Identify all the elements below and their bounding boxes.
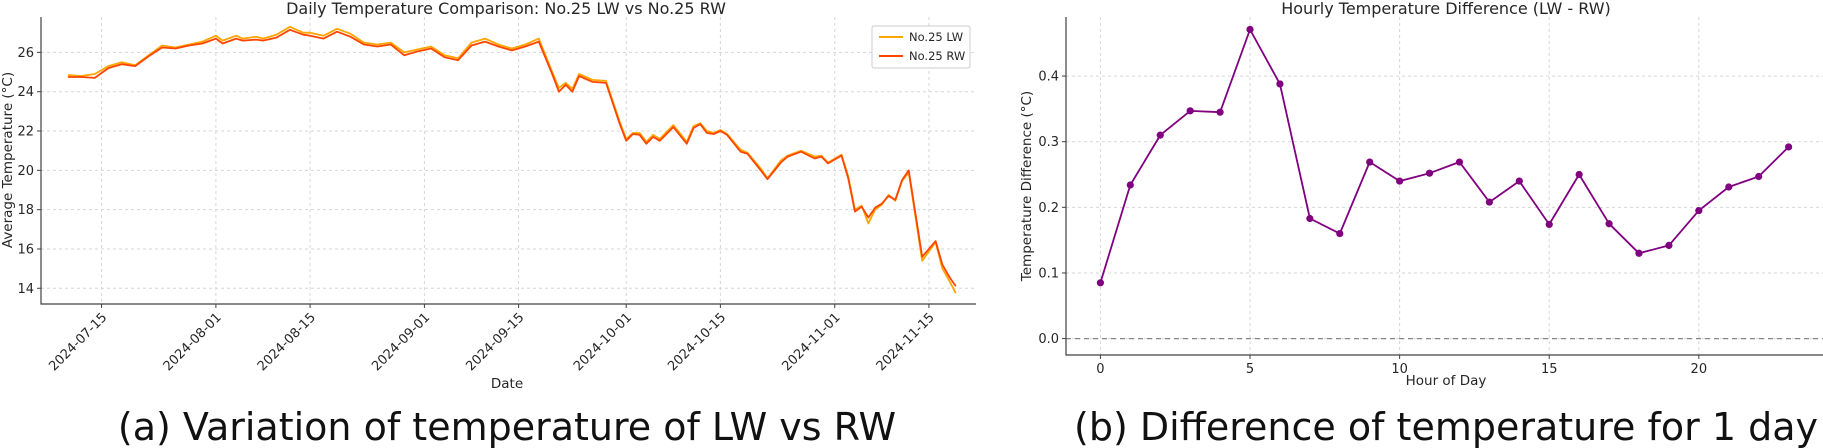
left-caption: (a) Variation of temperature of LW vs RW [118, 405, 896, 448]
difference-point [1096, 279, 1105, 287]
right-y-tick-label: 0.0 [1038, 332, 1059, 347]
left-x-tick-label: 2024-08-01 [161, 310, 225, 374]
left-y-tick-label: 16 [17, 242, 34, 257]
right-x-tick-label: 5 [1246, 362, 1254, 377]
difference-point [1156, 131, 1164, 139]
left-x-tick-label: 2024-07-15 [46, 310, 110, 374]
left-y-axis-label: Average Temperature (°C) [0, 72, 16, 248]
right-x-tick-label: 20 [1691, 362, 1708, 377]
left-y-tick-labels: 14 16 18 20 22 24 26 [17, 46, 41, 297]
left-gridlines [41, 17, 976, 304]
difference-point [1515, 177, 1523, 185]
right-x-tick-labels: 0 5 10 15 20 [1096, 355, 1707, 377]
difference-point [1455, 158, 1464, 166]
difference-point [1635, 249, 1643, 257]
right-chart-title: Hourly Temperature Difference (LW - RW) [1281, 0, 1611, 18]
right-axes [1065, 17, 1823, 356]
difference-point [1485, 198, 1493, 206]
difference-point [1246, 25, 1254, 34]
left-x-tick-label: 2024-09-15 [463, 310, 527, 374]
right-x-tick-label: 10 [1391, 362, 1408, 377]
right-gridlines [1066, 17, 1823, 355]
right-y-axis-label: Temperature Difference (°C) [1019, 91, 1035, 282]
right-x-axis-label: Hour of Day [1406, 373, 1487, 389]
right-chart: Hourly Temperature Difference (LW - RW) … [1019, 0, 1823, 448]
right-series [1096, 25, 1793, 287]
left-chart-title: Daily Temperature Comparison: No.25 LW v… [286, 0, 726, 18]
left-x-tick-label: 2024-11-01 [780, 310, 844, 374]
left-y-tick-label: 20 [17, 164, 34, 179]
difference-line [1099, 28, 1790, 284]
difference-point [1784, 143, 1793, 151]
left-x-tick-label: 2024-10-01 [571, 310, 635, 374]
difference-point [1216, 108, 1224, 116]
right-y-tick-labels: 0.0 0.1 0.2 0.3 0.4 [1038, 70, 1066, 347]
difference-point [1186, 107, 1194, 115]
right-x-tick-label: 15 [1541, 362, 1558, 377]
difference-point [1725, 183, 1733, 191]
difference-point [1276, 80, 1284, 88]
left-x-tick-label: 2024-11-15 [874, 310, 938, 374]
left-x-tick-label: 2024-09-01 [369, 310, 433, 374]
difference-point [1695, 207, 1703, 215]
right-y-tick-label: 0.2 [1038, 201, 1059, 216]
left-y-tick-label: 26 [17, 46, 34, 61]
difference-point [1366, 158, 1374, 166]
legend-label-lw: No.25 LW [909, 30, 963, 44]
difference-point [1306, 214, 1314, 223]
left-x-tick-label: 2024-08-15 [255, 310, 319, 374]
difference-point [1126, 181, 1134, 189]
difference-point [1755, 172, 1763, 181]
right-caption: (b) Difference of temperature for 1 day [1074, 405, 1818, 448]
left-chart: Daily Temperature Comparison: No.25 LW v… [0, 0, 976, 448]
series-line-lw [67, 25, 957, 294]
left-x-tick-label: 2024-10-15 [665, 310, 729, 374]
series-line-rw [67, 28, 957, 287]
left-axes [40, 17, 976, 305]
difference-point [1425, 169, 1434, 177]
difference-point [1396, 177, 1404, 185]
difference-point [1575, 170, 1583, 179]
left-x-tick-labels: 2024-07-15 2024-08-01 2024-08-15 2024-09-01… [46, 304, 938, 374]
difference-point [1545, 220, 1553, 228]
difference-point [1336, 229, 1344, 238]
legend-label-rw: No.25 RW [909, 49, 965, 63]
left-series-lines [67, 25, 957, 294]
left-y-tick-label: 24 [17, 85, 34, 100]
difference-point [1665, 241, 1673, 249]
right-y-tick-label: 0.3 [1038, 135, 1059, 150]
left-legend: No.25 LW No.25 RW [871, 25, 971, 69]
left-x-axis-label: Date [491, 376, 523, 392]
left-y-tick-label: 22 [17, 125, 34, 140]
right-x-tick-label: 0 [1096, 362, 1104, 377]
left-y-tick-label: 14 [17, 282, 34, 297]
right-y-tick-label: 0.1 [1038, 266, 1059, 281]
difference-point [1605, 220, 1613, 228]
right-y-tick-label: 0.4 [1038, 70, 1059, 85]
left-y-tick-label: 18 [17, 203, 34, 218]
